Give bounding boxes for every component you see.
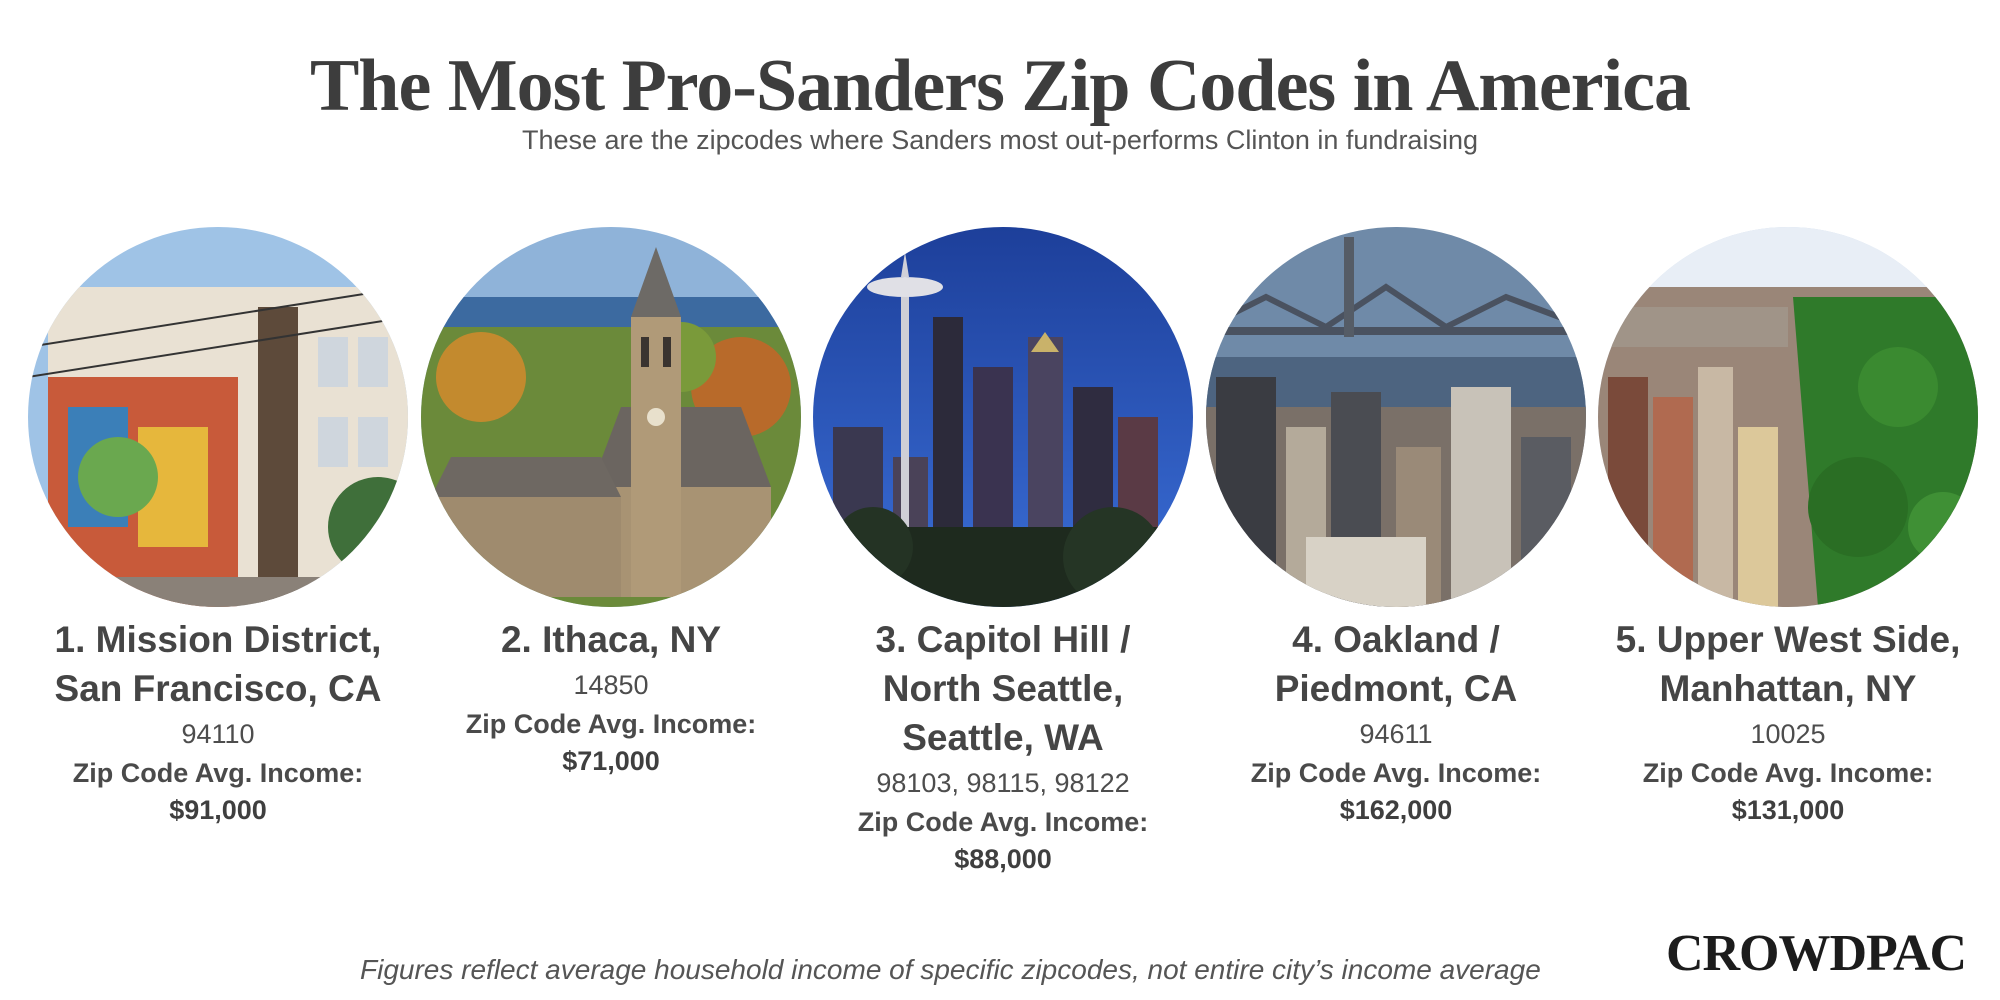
income-label: Zip Code Avg. Income:	[1642, 758, 1934, 788]
location-name: 4. Oakland / Piedmont, CA	[1274, 619, 1518, 709]
location-card-oakland: 4. Oakland / Piedmont, CA 94611 Zip Code…	[1206, 227, 1586, 867]
page-subtitle: These are the zipcodes where Sanders mos…	[522, 125, 1478, 155]
income-value: $162,000	[1339, 795, 1453, 825]
oakland-bay-bridge-photo	[1206, 227, 1586, 607]
location-card-seattle: 3. Capitol Hill / North Seattle, Seattle…	[813, 227, 1193, 874]
zip-codes: 94110	[181, 719, 255, 749]
zip-codes: 10025	[1750, 719, 1826, 749]
income-value: $91,000	[169, 795, 267, 825]
location-name: 2. Ithaca, NY	[500, 619, 722, 660]
zip-codes: 94611	[1359, 719, 1433, 749]
seattle-skyline-photo	[813, 227, 1193, 607]
location-card-upper-west-side: 5. Upper West Side, Manhattan, NY 10025 …	[1598, 227, 1978, 867]
central-park-aerial-image	[1598, 227, 1978, 607]
ithaca-clocktower-photo	[421, 227, 801, 607]
bay-bridge-cityscape-image	[1206, 227, 1586, 607]
income-value: $88,000	[954, 844, 1052, 874]
location-name: 5. Upper West Side, Manhattan, NY	[1615, 619, 1961, 709]
income-label: Zip Code Avg. Income:	[857, 807, 1149, 837]
zip-codes: 98103, 98115, 98122	[876, 768, 1130, 798]
income-label: Zip Code Avg. Income:	[72, 758, 364, 788]
zip-codes: 14850	[573, 670, 649, 700]
income-value: $71,000	[562, 746, 660, 776]
footnote: Figures reflect average household income…	[360, 954, 1541, 985]
space-needle-skyline-image	[813, 227, 1193, 607]
mission-district-mural-photo	[28, 227, 408, 607]
income-label: Zip Code Avg. Income:	[465, 709, 757, 739]
location-card-ithaca: 2. Ithaca, NY 14850 Zip Code Avg. Income…	[421, 227, 801, 867]
location-name: 1. Mission District, San Francisco, CA	[54, 619, 382, 709]
upper-west-side-photo	[1598, 227, 1978, 607]
clocktower-image	[421, 227, 801, 607]
income-value: $131,000	[1731, 795, 1845, 825]
mural-building-image	[28, 227, 408, 607]
page-title: The Most Pro-Sanders Zip Codes in Americ…	[309, 45, 1691, 127]
crowdpac-logo: CROWDPAC	[1665, 925, 1967, 982]
income-label: Zip Code Avg. Income:	[1250, 758, 1542, 788]
location-card-mission-district: 1. Mission District, San Francisco, CA 9…	[28, 227, 408, 867]
location-name: 3. Capitol Hill / North Seattle, Seattle…	[875, 619, 1131, 758]
